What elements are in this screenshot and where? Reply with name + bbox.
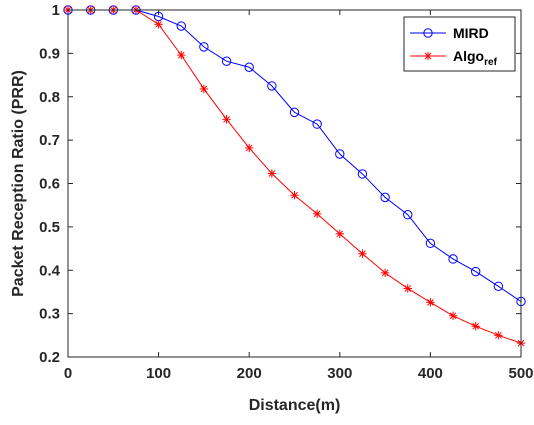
data-point-mird-10	[289, 107, 300, 118]
legend-label-algo-main: Algo	[453, 48, 484, 64]
data-point-algo-ref-18	[471, 322, 480, 331]
data-point-mird-14	[380, 192, 390, 203]
y-axis-label: Packet Reception Ratio (PRR)	[10, 70, 27, 297]
data-point-mird-8	[244, 62, 254, 72]
data-point-algo-ref-7	[222, 115, 231, 124]
x-tick-label-400: 400	[418, 365, 443, 382]
legend-box	[403, 16, 516, 72]
x-tick-label-0: 0	[64, 365, 72, 382]
data-point-mird-13	[357, 169, 368, 179]
legend-label-algo-ref: Algoref	[453, 48, 498, 68]
x-tick-label-200: 200	[237, 365, 262, 382]
data-point-algo-ref-8-d2	[245, 144, 253, 152]
data-point-algo-ref-14-d2	[381, 269, 389, 277]
data-point-algo-ref-19	[494, 331, 503, 340]
data-point-algo-ref-8	[245, 143, 254, 153]
data-point-algo-ref-9-d2	[268, 170, 276, 177]
legend-entry-mird	[410, 28, 446, 38]
data-point-algo-ref-7-d2	[223, 115, 230, 123]
data-point-mird-11	[312, 119, 322, 129]
y-tick-label-1: 0.3	[39, 306, 60, 323]
data-point-algo-ref-6	[199, 84, 209, 94]
data-point-algo-ref-4-d2	[155, 20, 162, 28]
data-point-mird-6	[199, 42, 209, 52]
y-tick-label-3: 0.5	[39, 219, 60, 236]
y-tick-label-8: 1	[52, 2, 60, 19]
data-point-algo-ref-19-d2	[494, 331, 502, 339]
series-line-mird	[68, 9, 522, 302]
data-point-algo-ref-16-d2	[427, 298, 434, 306]
y-tick-label-7: 0.9	[39, 45, 60, 62]
x-axis-label: Distance(m)	[249, 397, 341, 414]
data-point-algo-ref-11-d2	[313, 210, 321, 218]
data-point-algo-ref-15-d2	[404, 285, 412, 292]
data-point-algo-ref-12-d2	[336, 230, 344, 238]
data-point-algo-ref-12	[335, 229, 344, 239]
data-point-algo-ref-16	[426, 298, 435, 307]
data-point-algo-ref-6-d2	[200, 85, 208, 93]
data-point-algo-ref-13-d2	[359, 250, 366, 258]
data-point-mird-18	[471, 266, 481, 277]
legend-marker-algo-ref-d2	[424, 52, 432, 60]
data-point-algo-ref-10	[290, 191, 299, 200]
data-point-algo-ref-5-d2	[177, 51, 185, 59]
legend-label-mird: MIRD	[453, 25, 489, 41]
data-point-mird-7	[221, 56, 232, 66]
data-point-algo-ref-15	[403, 284, 412, 293]
series-layer	[63, 5, 526, 348]
y-tick-label-0: 0.2	[39, 349, 60, 366]
data-point-algo-ref-9	[267, 169, 277, 178]
data-point-algo-ref-11	[312, 209, 322, 219]
legend-marker-algo-ref	[423, 51, 433, 61]
x-tick-label-500: 500	[508, 365, 533, 382]
data-point-algo-ref-17-d2	[449, 312, 457, 320]
data-point-algo-ref-5	[177, 50, 186, 60]
data-point-mird-12	[335, 149, 345, 159]
y-tick-label-2: 0.4	[39, 262, 61, 279]
x-tick-label-100: 100	[146, 365, 171, 382]
data-point-mird-15	[403, 210, 413, 220]
data-point-algo-ref-4	[154, 20, 163, 29]
data-point-algo-ref-17	[448, 311, 458, 320]
data-point-mird-19	[493, 281, 504, 291]
legend: MIRD Algoref	[403, 16, 516, 72]
x-tick-label-300: 300	[327, 365, 352, 382]
legend-entry-algo-ref	[410, 51, 446, 61]
y-tick-label-5: 0.7	[39, 132, 60, 149]
legend-label-algo-sub: ref	[484, 57, 497, 68]
data-point-algo-ref-10-d2	[291, 191, 298, 199]
data-point-algo-ref-18-d2	[472, 322, 480, 330]
y-tick-label-6: 0.8	[39, 89, 60, 106]
data-point-mird-16	[425, 238, 436, 249]
data-point-algo-ref-14	[380, 268, 390, 278]
legend-marker-mird	[423, 28, 433, 38]
data-point-mird-5	[176, 21, 186, 31]
data-point-mird-9	[267, 81, 277, 91]
ticks-layer: 0 100 200 300 400 500 0.2 0.3 0.4 0.5 0.6 0.7 0.8 0.9…	[39, 2, 533, 382]
y-tick-label-4: 0.6	[39, 176, 60, 193]
data-point-mird-17	[448, 254, 458, 264]
data-point-algo-ref-13	[358, 249, 367, 258]
